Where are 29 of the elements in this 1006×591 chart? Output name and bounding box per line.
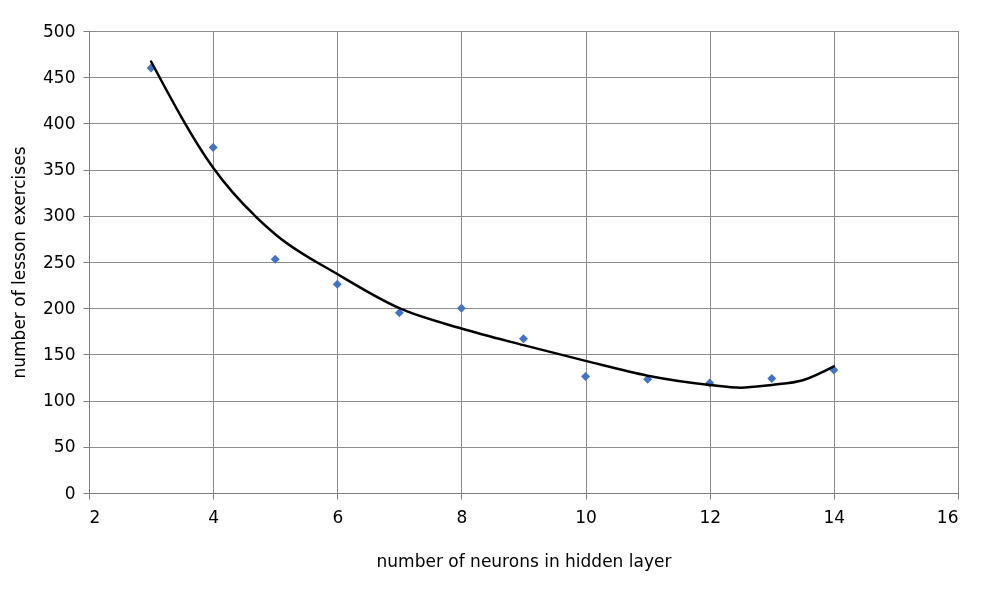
y-tick-label: 50 [53, 436, 76, 457]
point [270, 254, 280, 264]
point [332, 279, 342, 289]
y-tick-label: 350 [43, 159, 76, 180]
point [456, 303, 466, 313]
x-tick-label: 2 [89, 506, 101, 527]
x-tick-label: 12 [699, 506, 722, 527]
y-tick-label: 0 [64, 482, 76, 503]
point [208, 142, 218, 152]
y-tick-label: 300 [43, 205, 76, 226]
y-tick-label: 150 [43, 343, 76, 364]
x-tick-label: 8 [456, 506, 468, 527]
x-tick-label: 6 [332, 506, 344, 527]
point [519, 334, 528, 344]
x-axis-title: number of neurons in hidden layer [376, 550, 672, 571]
x-tick-label: 16 [936, 506, 959, 527]
point [394, 308, 404, 318]
y-tick-label: 250 [43, 251, 76, 272]
point [767, 373, 777, 383]
y-tick-label: 500 [43, 20, 76, 41]
y-axis-title: number of lesson exercises [9, 146, 30, 379]
x-tick-label: 10 [575, 506, 597, 527]
x-tick-label: 4 [208, 506, 220, 527]
point [581, 372, 591, 382]
y-tick-label: 200 [43, 297, 76, 318]
y-tick-label: 100 [43, 390, 76, 411]
y-tick-label: 400 [43, 112, 76, 133]
y-tick-label: 450 [43, 66, 76, 87]
x-tick-label: 14 [823, 506, 846, 527]
